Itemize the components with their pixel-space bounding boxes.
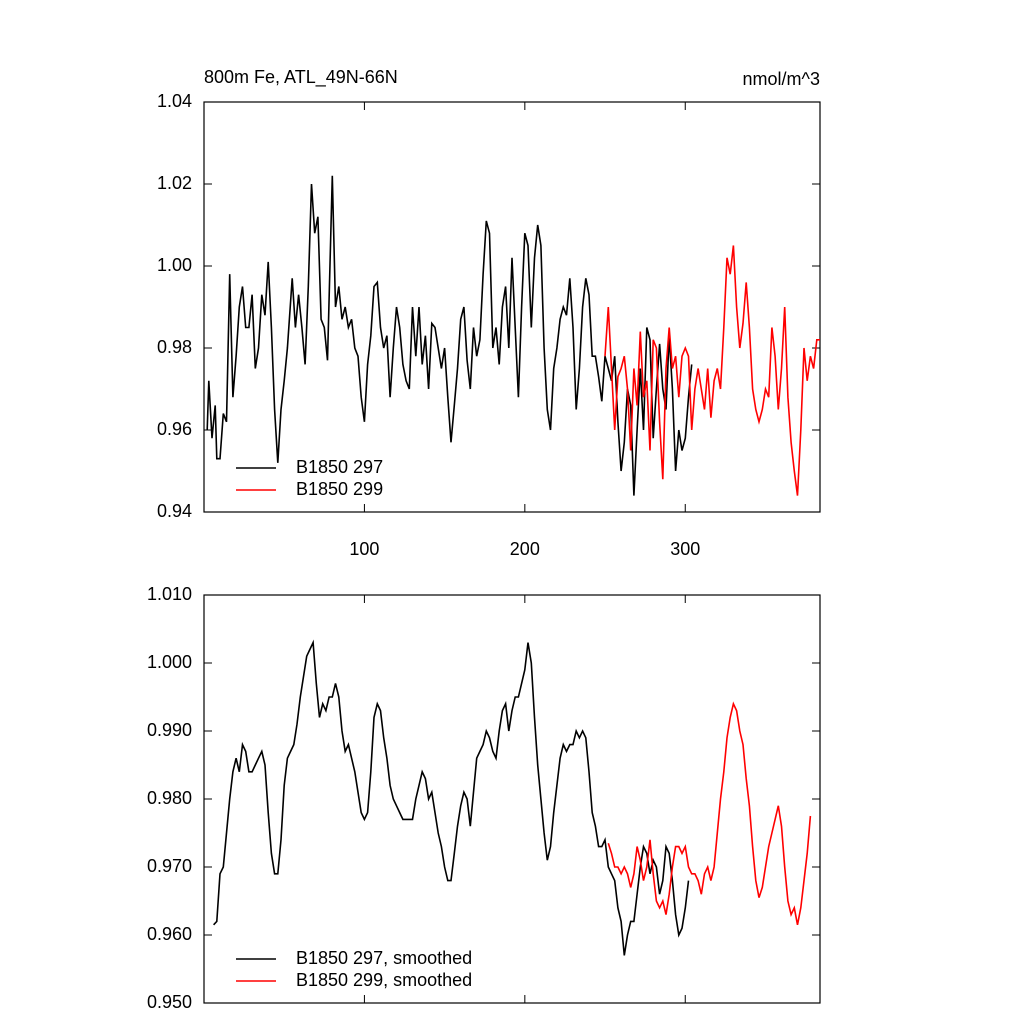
chart-title: 800m Fe, ATL_49N-66N (204, 67, 398, 88)
x-tick-label: 300 (670, 539, 700, 559)
y-tick-label: 0.980 (147, 788, 192, 808)
data-line (604, 245, 820, 496)
data-line (213, 639, 690, 956)
y-tick-label: 1.04 (157, 91, 192, 111)
data-line (607, 701, 812, 925)
legend-label: B1850 297, smoothed (296, 948, 472, 968)
plot-frame (203, 594, 821, 1004)
y-tick-label: 0.94 (157, 501, 192, 521)
y-tick-label: 1.02 (157, 173, 192, 193)
y-tick-label: 0.96 (157, 419, 192, 439)
x-tick-label: 200 (510, 539, 540, 559)
y-tick-label: 1.010 (147, 584, 192, 604)
y-tick-label: 0.970 (147, 856, 192, 876)
plot-frame (203, 101, 821, 513)
y-tick-label: 0.98 (157, 337, 192, 357)
y-tick-label: 0.950 (147, 992, 192, 1012)
legend-label: B1850 299, smoothed (296, 970, 472, 990)
y-tick-label: 1.00 (157, 255, 192, 275)
units-label: nmol/m^3 (743, 69, 820, 89)
y-tick-label: 0.990 (147, 720, 192, 740)
y-tick-label: 0.960 (147, 924, 192, 944)
data-line (206, 175, 693, 496)
legend-label: B1850 297 (296, 457, 383, 477)
x-tick-label: 100 (349, 539, 379, 559)
legend-label: B1850 299 (296, 479, 383, 499)
y-tick-label: 1.000 (147, 652, 192, 672)
